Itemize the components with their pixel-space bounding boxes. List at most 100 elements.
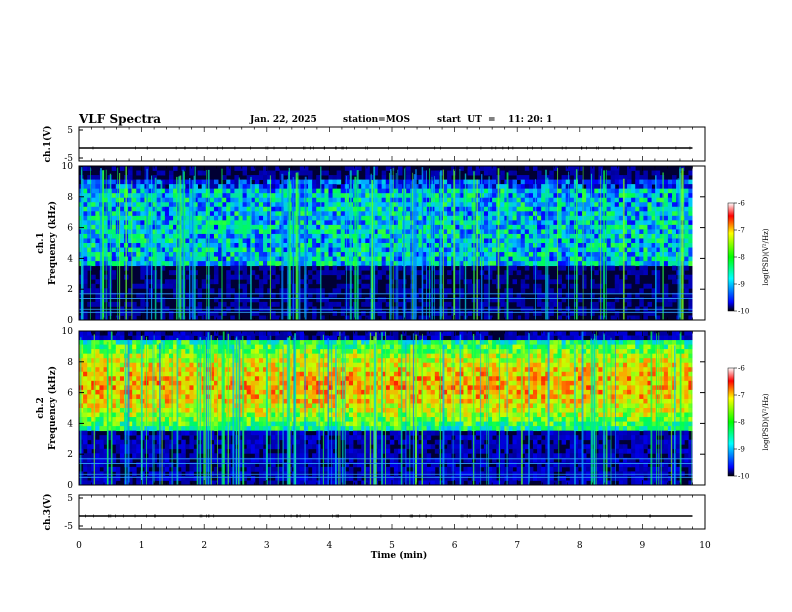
x-tick-label: 1 (139, 541, 145, 551)
spectrogram-column-2 (320, 331, 325, 486)
spectrogram-column-2 (389, 331, 395, 486)
spectrogram-column-2 (565, 335, 571, 486)
y-tick-label: 0 (67, 481, 73, 491)
spectrogram-column-2 (332, 331, 338, 486)
spectrogram-column-1 (271, 170, 276, 321)
spectrogram-column-2 (410, 340, 415, 486)
spectrogram-column-2 (659, 331, 665, 486)
spectrogram-column-2 (545, 331, 550, 486)
spectrogram-column-1 (340, 184, 346, 316)
spectrogram-column-2 (422, 335, 428, 486)
station-label: station=MOS (343, 115, 411, 125)
spectrogram-column-2 (258, 331, 264, 486)
spectrogram-column-2 (361, 335, 366, 486)
spectrogram-column-2 (553, 331, 558, 486)
spectrogram-column-2 (676, 331, 681, 486)
colorbar-ch1: -6 -7 -8 -9 -10 log(PSD)(V²/Hz) (727, 200, 770, 316)
spectrogram-column-1 (590, 166, 595, 316)
spectrogram-column-2 (185, 331, 190, 486)
spectrogram-column-1 (222, 175, 227, 316)
spectrogram-column-1 (275, 166, 280, 321)
spectrogram-column-1 (111, 166, 117, 307)
spectrogram-column-2 (181, 331, 186, 486)
spectrogram-column-2 (459, 331, 464, 486)
spectrogram-column-1 (500, 170, 505, 307)
spectrogram-column-1 (373, 166, 378, 312)
spectrogram-column-1 (459, 166, 464, 316)
colorbar-tick-label: -9 (738, 446, 745, 454)
spectrogram-column-1 (475, 166, 481, 316)
spectrogram-column-2 (95, 331, 100, 486)
spectrogram-column-2 (83, 331, 88, 486)
spectrogram-column-2 (177, 331, 182, 481)
spectrogram-column-1 (385, 166, 391, 307)
spectrogram-column-1 (651, 170, 657, 316)
colorbar-label-ch2: log(PSD)(V²/Hz) (762, 393, 770, 450)
x-tick-label: 4 (327, 541, 333, 551)
spectrogram-column-1 (189, 166, 194, 321)
spectrogram-column-2 (434, 331, 440, 486)
time-axis: 0 1 2 3 4 5 6 7 8 9 10 (76, 127, 711, 551)
colorbar-ticks-ch2: -6 -7 -8 -9 -10 (734, 365, 749, 481)
spectrogram-column-2 (508, 331, 513, 486)
spectrogram-column-1 (148, 179, 154, 298)
spectrogram-column-1 (663, 179, 669, 307)
spectrogram-column-1 (508, 170, 513, 321)
spectrogram-column-2 (663, 331, 669, 486)
spectrogram-column-1 (426, 179, 432, 321)
spectrogram-column-2 (406, 335, 411, 486)
spectrogram-column-1 (168, 170, 174, 321)
waveform-axis-ticks-ch3: 5 -5 (64, 494, 83, 532)
spectrogram-column-2 (148, 331, 154, 486)
spectrogram-column-2 (91, 335, 96, 486)
spectrogram-column-2 (622, 331, 628, 486)
spectrogram-column-2 (631, 335, 636, 486)
no-data-region-2 (692, 331, 705, 485)
spectrogram-column-1 (91, 175, 96, 307)
spectrogram-column-2 (271, 331, 276, 486)
colorbar-ch2: -6 -7 -8 -9 -10 log(PSD)(V²/Hz) (727, 365, 770, 481)
spectrogram-column-1 (455, 179, 460, 321)
spectrogram-column-1 (132, 179, 137, 321)
spectrogram-column-2 (475, 331, 481, 486)
y-tick-label: 0 (67, 316, 73, 326)
spectrogram-column-1 (434, 170, 440, 316)
spectrogram-column-1 (185, 179, 190, 312)
colorbar-tick-label: -8 (738, 254, 745, 262)
spectrogram-column-1 (332, 175, 338, 316)
spectrogram-column-2 (168, 335, 174, 486)
spectrogram-column-2 (99, 335, 104, 486)
spectrogram-column-2 (328, 335, 333, 486)
spectrogram-column-1 (103, 179, 109, 321)
y-tick-label: -5 (64, 154, 73, 164)
spectrogram-column-1 (537, 170, 542, 316)
spectrogram-column-1 (263, 166, 268, 321)
waveform-panel-ch3: 5 -5 ch.3(V) (42, 494, 706, 532)
spectrogram-column-2 (680, 335, 685, 477)
spectrogram-column-2 (303, 335, 309, 486)
spectrogram-column-2 (295, 331, 301, 486)
colorbar-tick-label: -6 (738, 365, 745, 373)
x-tick-label: 3 (264, 541, 270, 551)
spectrogram-column-1 (688, 170, 693, 321)
spectrogram-column-1 (586, 179, 591, 267)
spectrogram-column-1 (631, 166, 636, 321)
y-tick-label: 5 (67, 494, 73, 504)
y-tick-label: 8 (67, 358, 73, 368)
spectrogram-axis-ticks-ch1: 10 8 6 4 2 0 (62, 162, 705, 326)
spectrogram-column-1 (197, 170, 203, 316)
spectrogram-column-1 (226, 166, 231, 312)
spectrogram-column-1 (140, 179, 145, 312)
spectrogram-axis-ticks-ch2: 10 8 6 4 2 0 (62, 327, 705, 491)
spectrogram-column-2 (164, 335, 170, 481)
spectrogram-column-2 (111, 335, 117, 486)
spectrogram-column-1 (283, 170, 288, 316)
spectrogram-column-2 (115, 331, 121, 481)
spectrogram-column-1 (299, 166, 305, 303)
spectrogram-column-2 (152, 331, 158, 481)
spectrogram-column-1 (230, 179, 235, 321)
spectrogram-column-2 (242, 331, 248, 481)
spectrogram-column-1 (365, 166, 370, 321)
spectrogram-column-1 (516, 175, 522, 321)
